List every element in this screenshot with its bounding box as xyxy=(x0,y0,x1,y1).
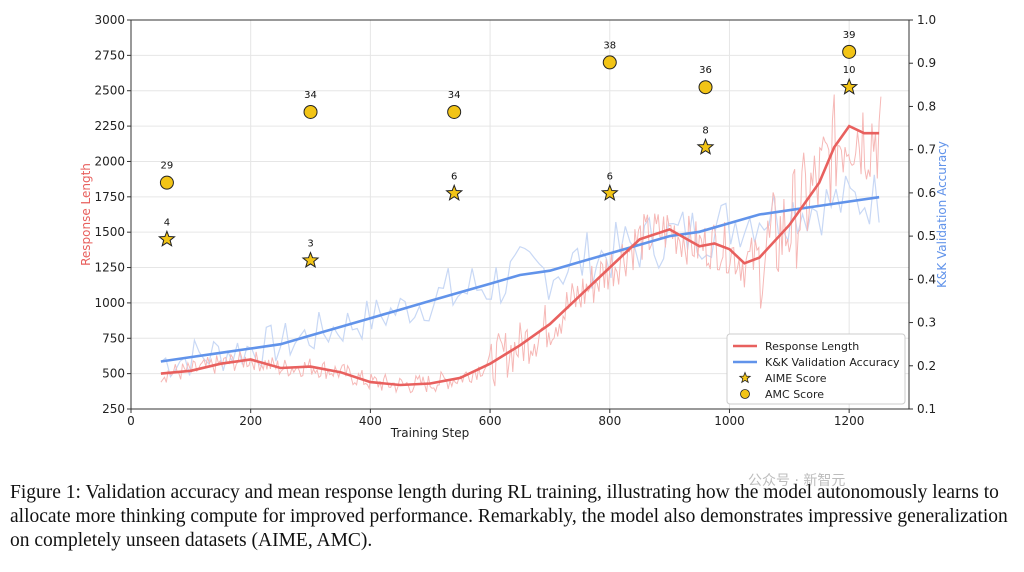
response-length-raw-line xyxy=(160,94,882,394)
aime-score-marker xyxy=(157,229,176,247)
x-tick-label: 1200 xyxy=(834,414,865,428)
y2-tick-label: 0.9 xyxy=(917,56,936,70)
aime-score-label: 4 xyxy=(164,217,170,228)
legend-label: AMC Score xyxy=(765,388,824,401)
y2-tick-label: 0.7 xyxy=(917,143,936,157)
aime-score-marker xyxy=(840,77,859,95)
y2-axis-title: K&K Validation Accuracy xyxy=(935,141,949,288)
legend-box xyxy=(726,333,906,405)
amc-score-label: 36 xyxy=(699,65,712,76)
kk-accuracy-line xyxy=(160,195,880,363)
x-axis-title: Training Step xyxy=(390,426,470,440)
amc-score-label: 38 xyxy=(603,40,616,51)
legend-label: AIME Score xyxy=(765,372,827,385)
x-tick-label: 400 xyxy=(359,414,382,428)
y2-tick-label: 0.1 xyxy=(917,402,936,416)
chart: 4 3 6 6 8 10 29 34 34 38 36 39 0 200 400 600 800 1000 1200… xyxy=(79,13,949,440)
y2-tick-label: 0.4 xyxy=(917,272,936,286)
amc-score-marker xyxy=(842,44,857,59)
y-tick-label: 1000 xyxy=(94,296,125,310)
y-tick-label: 1250 xyxy=(94,261,125,275)
y-tick-label: 2500 xyxy=(94,84,125,98)
legend-swatch-aime xyxy=(738,371,752,384)
kk-accuracy-raw-line xyxy=(160,174,880,379)
y2-tick-label: 0.2 xyxy=(917,359,936,373)
figure-caption: Figure 1: Validation accuracy and mean r… xyxy=(10,482,1008,551)
aime-score-marker xyxy=(696,137,715,155)
y-tick-label: 3000 xyxy=(94,13,125,27)
aime-score-label: 6 xyxy=(451,171,457,182)
x-tick-label: 800 xyxy=(598,414,621,428)
x-tick-label: 1000 xyxy=(714,414,745,428)
amc-score-label: 29 xyxy=(161,161,174,172)
x-tick-label: 200 xyxy=(239,414,262,428)
plot-frame xyxy=(130,19,910,410)
y-tick-label: 500 xyxy=(102,367,125,381)
aime-score-marker xyxy=(301,251,320,269)
legend-swatch-amc xyxy=(740,389,750,399)
amc-score-marker xyxy=(159,175,174,190)
y-tick-label: 2750 xyxy=(94,48,125,62)
y2-tick-label: 0.5 xyxy=(917,229,936,243)
amc-score-marker xyxy=(698,80,713,95)
amc-score-label: 34 xyxy=(448,90,461,101)
y2-tick-label: 0.6 xyxy=(917,186,936,200)
y2-tick-label: 0.3 xyxy=(917,316,936,330)
amc-score-marker xyxy=(303,104,318,119)
aime-score-label: 8 xyxy=(702,125,708,136)
y-tick-label: 2000 xyxy=(94,154,125,168)
response-length-line xyxy=(160,124,880,387)
aime-score-label: 3 xyxy=(307,238,313,249)
watermark: 公众号 · 新智元 xyxy=(748,473,846,489)
y-tick-label: 1750 xyxy=(94,190,125,204)
amc-score-marker xyxy=(602,55,617,70)
y2-tick-label: 0.8 xyxy=(917,99,936,113)
y-tick-label: 750 xyxy=(102,331,125,345)
amc-score-marker xyxy=(447,104,462,119)
legend: Response Length K&K Validation Accuracy AI… xyxy=(726,333,906,405)
y-tick-label: 1500 xyxy=(94,225,125,239)
aime-score-marker xyxy=(445,183,464,201)
y-axis-title: Response Length xyxy=(79,163,93,266)
amc-score-label: 34 xyxy=(304,90,317,101)
legend-label: K&K Validation Accuracy xyxy=(765,356,900,369)
x-tick-label: 600 xyxy=(479,414,502,428)
x-tick-label: 0 xyxy=(127,414,135,428)
y-tick-label: 250 xyxy=(102,402,125,416)
y2-tick-label: 1.0 xyxy=(917,13,936,27)
legend-label: Response Length xyxy=(765,340,859,353)
y-tick-label: 2250 xyxy=(94,119,125,133)
aime-score-marker xyxy=(600,183,619,201)
amc-score-label: 39 xyxy=(843,30,856,41)
aime-score-label: 6 xyxy=(607,171,613,182)
aime-score-label: 10 xyxy=(843,65,856,76)
